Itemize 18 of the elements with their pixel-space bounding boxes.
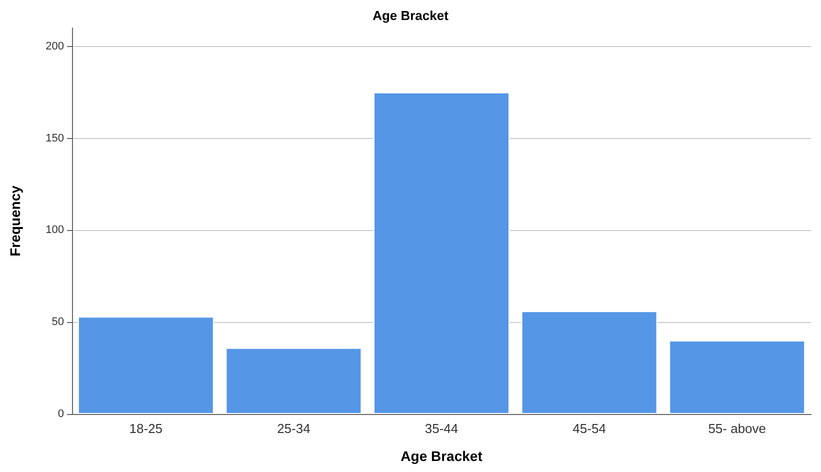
chart-title: Age Bracket	[372, 8, 450, 23]
y-tick-label: 150	[46, 132, 64, 144]
bar	[374, 92, 510, 414]
bar	[78, 316, 214, 414]
x-tick-label: 55- above	[708, 421, 766, 436]
bar	[226, 348, 362, 414]
x-tick-label: 45-54	[572, 421, 606, 436]
bar	[669, 340, 806, 414]
y-tick-label: 100	[46, 224, 64, 236]
bar	[521, 311, 658, 414]
x-tick-label: 18-25	[129, 421, 163, 436]
y-tick-label: 50	[52, 316, 64, 328]
y-tick-label: 200	[46, 40, 64, 52]
x-tick-label: 35-44	[424, 421, 458, 436]
y-tick-label: 0	[58, 408, 64, 420]
x-tick-label: 25-34	[277, 421, 310, 436]
x-axis-title: Age Bracket	[400, 448, 483, 464]
y-axis-title: Frequency	[7, 185, 23, 256]
